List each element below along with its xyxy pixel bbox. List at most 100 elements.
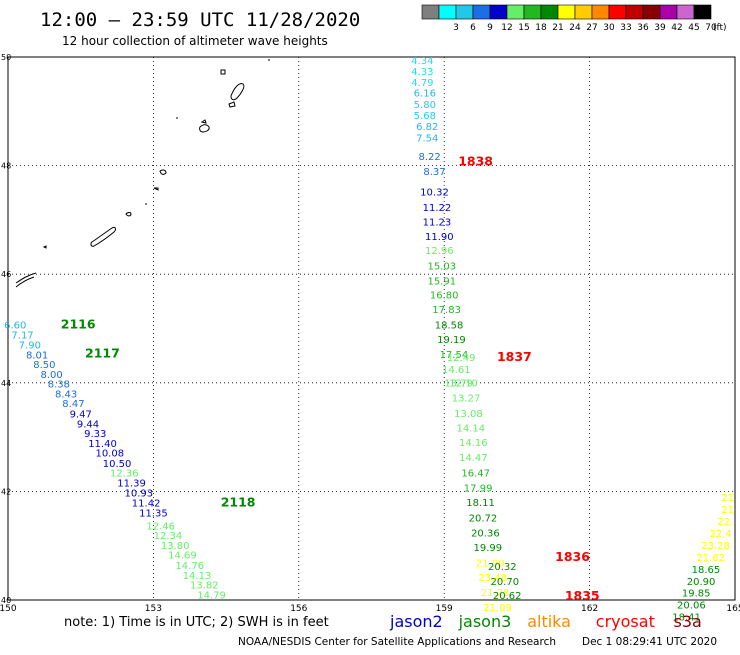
lat-tick-label: 44 xyxy=(1,379,11,388)
wave-height-label: 4.33 xyxy=(411,67,433,78)
wave-height-label: 14.47 xyxy=(459,453,488,464)
legend-swatch xyxy=(506,4,525,20)
satellite-name-s3a: s3a xyxy=(674,612,702,631)
wave-height-label: 21 xyxy=(721,493,734,504)
legend-swatch xyxy=(557,4,576,20)
wave-height-label: 11.90 xyxy=(425,232,454,243)
wave-height-label: 12.10 xyxy=(449,379,478,390)
wave-height-label: 7.54 xyxy=(416,134,438,145)
legend-tick-label: 15 xyxy=(518,23,529,33)
map-grid: 150 153 156 159 162 165 50 48 46 44 42 40 xyxy=(0,53,740,614)
island-shape xyxy=(90,226,116,247)
island-shape xyxy=(153,187,159,191)
footer-credit: NOAA/NESDIS Center for Satellite Applica… xyxy=(238,636,556,648)
wave-height-label: 12.36 xyxy=(110,469,139,480)
map-title: 12:00 – 23:59 UTC 11/28/2020 xyxy=(40,9,360,31)
legend-swatch xyxy=(421,4,440,20)
satellite-name-altika: altika xyxy=(527,612,571,631)
island-shape xyxy=(220,69,226,75)
wave-height-label: 8.43 xyxy=(55,389,77,400)
wave-height-label: 11.39 xyxy=(117,479,146,490)
wave-height-label: 20.72 xyxy=(469,513,498,524)
wave-height-label: 20.36 xyxy=(471,528,500,539)
map-subtitle: 12 hour collection of altimeter wave hei… xyxy=(62,34,328,48)
satellite-legend: jason2 jason3 altika cryosat s3a xyxy=(389,612,702,631)
wave-height-label: 14.13 xyxy=(183,571,212,582)
wave-height-label: 13.27 xyxy=(452,393,481,404)
wave-height-label: 6.82 xyxy=(416,122,438,133)
lon-tick-label: 150 xyxy=(0,604,17,614)
wave-height-label: 17.99 xyxy=(464,483,493,494)
color-legend: 3 6 9 12 15 18 21 24 27 30 33 36 39 42 45 70(ft) xyxy=(421,4,727,33)
legend-swatch xyxy=(472,4,491,20)
legend-tick-label: 3 xyxy=(453,23,459,33)
legend-tick-label: 36 xyxy=(637,23,649,33)
wave-height-label: 12.46 xyxy=(146,521,175,532)
wave-height-label: 21.90 xyxy=(476,558,505,569)
wave-height-label: 13.80 xyxy=(161,541,190,552)
track-2117: 9.479.449.3311.4010.0810.5012.3611.3910.… xyxy=(70,345,168,519)
wave-height-label: 21 xyxy=(721,505,734,516)
wave-height-label: 17.54 xyxy=(440,350,469,361)
wave-height-label: 8.47 xyxy=(62,399,84,410)
wave-height-label: 8.38 xyxy=(48,380,70,391)
wave-height-label: 20.06 xyxy=(677,601,706,612)
legend-swatch xyxy=(523,4,542,20)
legend-swatch xyxy=(608,4,627,20)
pass-number-label: 1837 xyxy=(497,349,532,364)
legend-tick-label: 18 xyxy=(535,23,547,33)
wave-height-label: 19.85 xyxy=(682,589,711,600)
pass-number-label: 1838 xyxy=(458,154,493,169)
wave-height-label: 4.34 xyxy=(411,56,433,67)
legend-unit: (ft) xyxy=(713,23,727,33)
footer-note: note: 1) Time is in UTC; 2) SWH is in fe… xyxy=(64,615,329,630)
wave-height-label: 8.01 xyxy=(26,350,48,361)
wave-height-label: 14.79 xyxy=(197,590,226,601)
satellite-name-jason2: jason2 xyxy=(389,612,443,631)
legend-swatch xyxy=(642,4,661,20)
lat-tick-label: 50 xyxy=(1,53,11,62)
island-shape xyxy=(199,124,210,133)
wave-height-label: 8.22 xyxy=(419,152,441,163)
wave-height-label: 12.34 xyxy=(154,531,183,542)
wave-height-label: 11.35 xyxy=(139,508,168,519)
island-shape xyxy=(125,212,132,217)
wave-height-label: 9.47 xyxy=(70,410,92,421)
legend-tick-label: 6 xyxy=(470,23,476,33)
island-shape xyxy=(228,101,236,108)
island-shape xyxy=(200,119,207,124)
legend-tick-label: 21 xyxy=(552,23,563,33)
wave-height-label: 21.09 xyxy=(483,603,512,614)
lon-tick-label: 153 xyxy=(145,604,162,614)
legend-swatch xyxy=(625,4,644,20)
legend-swatch xyxy=(659,4,678,20)
wave-height-label: 13.82 xyxy=(190,581,219,592)
legend-tick-label: 9 xyxy=(487,23,493,33)
island-shape xyxy=(42,245,47,249)
wave-height-label: 14.16 xyxy=(459,438,488,449)
legend-swatch xyxy=(693,4,712,20)
wave-height-label: 11.42 xyxy=(132,499,161,510)
map-frame xyxy=(7,56,736,601)
wave-height-label: 15.03 xyxy=(427,261,456,272)
wave-height-label: 14.69 xyxy=(168,551,197,562)
wave-height-label: 9.33 xyxy=(84,429,106,440)
legend-tick-label: 33 xyxy=(620,23,631,33)
legend-tick-label: 39 xyxy=(654,23,666,33)
wave-height-label: 18.11 xyxy=(466,498,495,509)
wave-height-label: 23.48 xyxy=(478,573,507,584)
track-1837: 8.37 10.32 11.22 11.23 11.90 12.96 15.03 15.91 1… xyxy=(420,167,532,390)
wave-height-label: 5.80 xyxy=(414,100,436,111)
wave-height-label: 8.37 xyxy=(423,167,445,178)
island-shape xyxy=(159,169,167,175)
wave-height-label: 16.47 xyxy=(461,469,490,480)
wave-height-label: 8.00 xyxy=(40,370,62,381)
lat-tick-label: 46 xyxy=(1,270,11,279)
lon-tick-label: 162 xyxy=(581,604,598,614)
wave-height-label: 22.4 xyxy=(709,529,731,540)
wave-height-label: 17.83 xyxy=(432,305,461,316)
footer-timestamp: Dec 1 08:29:41 UTC 2020 xyxy=(582,636,717,648)
lat-tick-label: 42 xyxy=(1,487,11,496)
